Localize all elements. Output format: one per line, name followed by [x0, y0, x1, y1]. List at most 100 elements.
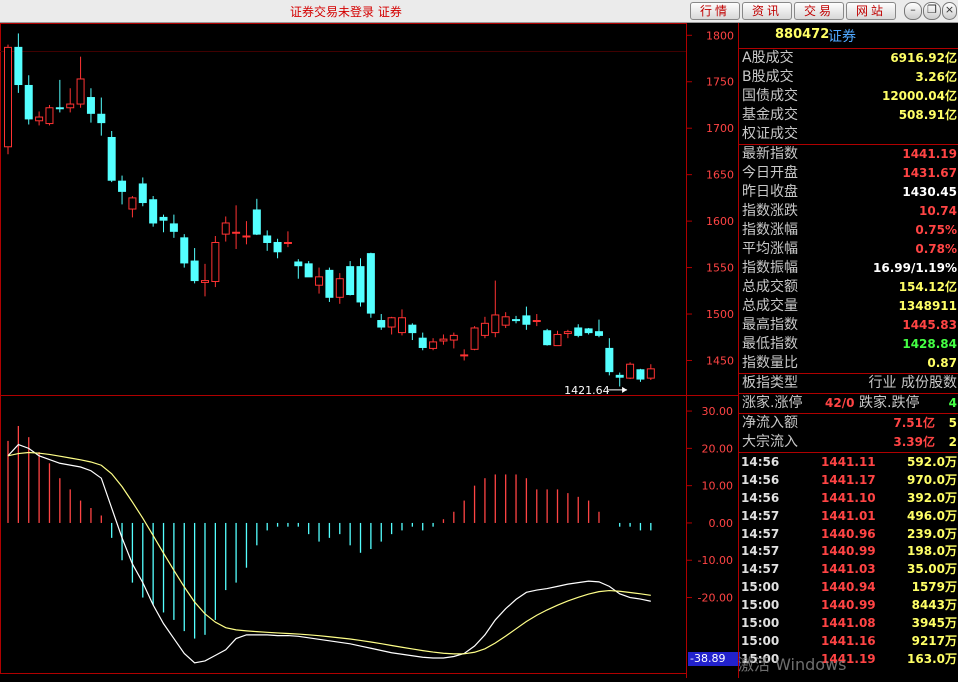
macd-tick-label: 20.00 [702, 442, 734, 455]
candle-body [356, 266, 365, 303]
candle [4, 44, 12, 155]
tick-row: 15:00 1441.08 3945万 [739, 614, 958, 632]
candle-body [346, 266, 355, 296]
candle-body [76, 78, 85, 105]
candle-body [366, 253, 375, 314]
candle-body [263, 235, 272, 243]
tick-volume: 239.0万 [907, 526, 957, 541]
close-icon[interactable]: × [942, 2, 957, 20]
candle [325, 267, 334, 302]
candle [605, 338, 614, 376]
tick-volume: 9217万 [911, 633, 957, 648]
flow-extra: 5 [948, 416, 957, 430]
candle [615, 372, 624, 387]
tick-time: 15:00 [741, 580, 780, 595]
candle-body [315, 276, 324, 286]
candle-body [605, 347, 614, 373]
up-value: 42/0 [825, 396, 855, 410]
tick-price: 1441.19 [821, 651, 876, 666]
candle-body [35, 116, 44, 122]
stat-row-value: 1445.83 [902, 318, 957, 332]
up-label: 涨家.涨停 [742, 395, 803, 411]
candle [283, 231, 292, 248]
tick-volume: 198.0万 [907, 544, 957, 559]
candle [138, 177, 147, 207]
price-tick-label: 1600 [706, 215, 734, 228]
candle [97, 97, 106, 136]
tick-row: 14:57 1440.99 198.0万 [739, 542, 958, 560]
candle [66, 88, 75, 113]
candle-body [190, 260, 199, 282]
candle [294, 259, 303, 279]
news-button[interactable]: 资讯 [742, 2, 792, 20]
tick-row: 14:56 1441.17 970.0万 [739, 471, 958, 489]
macd-tick-label: -20.00 [698, 592, 733, 605]
candle [356, 258, 365, 307]
stat-row: 最高指数 1445.83 [739, 316, 958, 335]
tick-volume: 3945万 [911, 616, 957, 631]
dif-line [7, 443, 651, 664]
limits-section: 涨家.涨停 42/0 跌家.跌停 4 [739, 394, 958, 414]
minimize-icon[interactable]: – [904, 2, 922, 20]
stat-row-label: 最高指数 [742, 317, 798, 333]
candle-body [169, 223, 178, 232]
turnover-row: B股成交 3.26亿 [739, 68, 958, 87]
turnover-row: 权证成交 [739, 125, 958, 144]
website-button[interactable]: 网站 [846, 2, 896, 20]
stat-row-label: 指数涨幅 [742, 222, 798, 238]
candle-body [574, 327, 583, 336]
candle-body [594, 331, 603, 336]
candle-body [387, 317, 396, 328]
candle [501, 312, 510, 328]
window-title: 证券交易未登录 证券 [290, 5, 402, 19]
candle [263, 230, 272, 251]
turnover-row: A股成交 6916.92亿 [739, 49, 958, 68]
sector-label: 板指类型 [742, 375, 798, 391]
annotation-label: 1421.64 [564, 384, 610, 397]
stat-row-value: 1431.67 [902, 166, 957, 180]
stat-row: 昨日收盘 1430.45 [739, 183, 958, 202]
candle [128, 196, 137, 218]
price-tick-label: 1500 [706, 308, 734, 321]
stat-row-label: 最低指数 [742, 336, 798, 352]
tick-list[interactable]: 14:56 1441.11 592.0万 14:56 1441.17 970.0万 14:5… [739, 453, 958, 668]
candle-body [563, 331, 572, 335]
market-button[interactable]: 行情 [690, 2, 740, 20]
tick-price: 1441.03 [821, 562, 876, 577]
price-tick-label: 1650 [706, 169, 734, 182]
kline-macd-chart[interactable]: 1800 1750 1700 1650 1600 1550 1500 1450 30.00 20… [0, 23, 738, 678]
candle [532, 314, 541, 327]
candle [397, 309, 406, 336]
stat-row: 指数涨跌 10.74 [739, 202, 958, 221]
restore-icon[interactable]: ❐ [923, 2, 941, 20]
candle [594, 319, 603, 338]
candle [346, 261, 355, 296]
flow-extra: 2 [948, 435, 957, 449]
candle [574, 324, 583, 338]
candle-body [491, 314, 500, 334]
candle-body [335, 278, 344, 298]
candle-body [543, 330, 552, 346]
stat-row: 今日开盘 1431.67 [739, 164, 958, 183]
candle [491, 280, 500, 338]
tick-price: 1441.10 [821, 490, 876, 505]
tick-row: 15:00 1441.16 9217万 [739, 632, 958, 650]
tick-row: 14:57 1441.03 35.00万 [739, 560, 958, 578]
candle-body [24, 84, 33, 120]
tick-row: 15:00 1440.99 8443万 [739, 596, 958, 614]
stat-row-value: 1428.84 [902, 337, 957, 351]
tick-row: 14:56 1441.11 592.0万 [739, 453, 958, 471]
trade-button[interactable]: 交易 [794, 2, 844, 20]
stat-row-label: 最新指数 [742, 146, 798, 162]
candle-body [159, 216, 168, 221]
tick-time: 14:57 [741, 544, 780, 559]
tick-volume: 496.0万 [907, 508, 957, 523]
stat-row-label: 指数量比 [742, 355, 798, 371]
low-annotation: 1421.64 [564, 384, 628, 397]
tick-price: 1441.11 [821, 455, 876, 469]
turnover-row-value: 508.91亿 [898, 108, 957, 122]
chart-area[interactable]: 1800 1750 1700 1650 1600 1550 1500 1450 30.00 20… [0, 23, 738, 678]
stat-row: 指数量比 0.87 [739, 354, 958, 373]
candle [107, 130, 116, 183]
macd-tick-label: 0.00 [709, 517, 734, 530]
